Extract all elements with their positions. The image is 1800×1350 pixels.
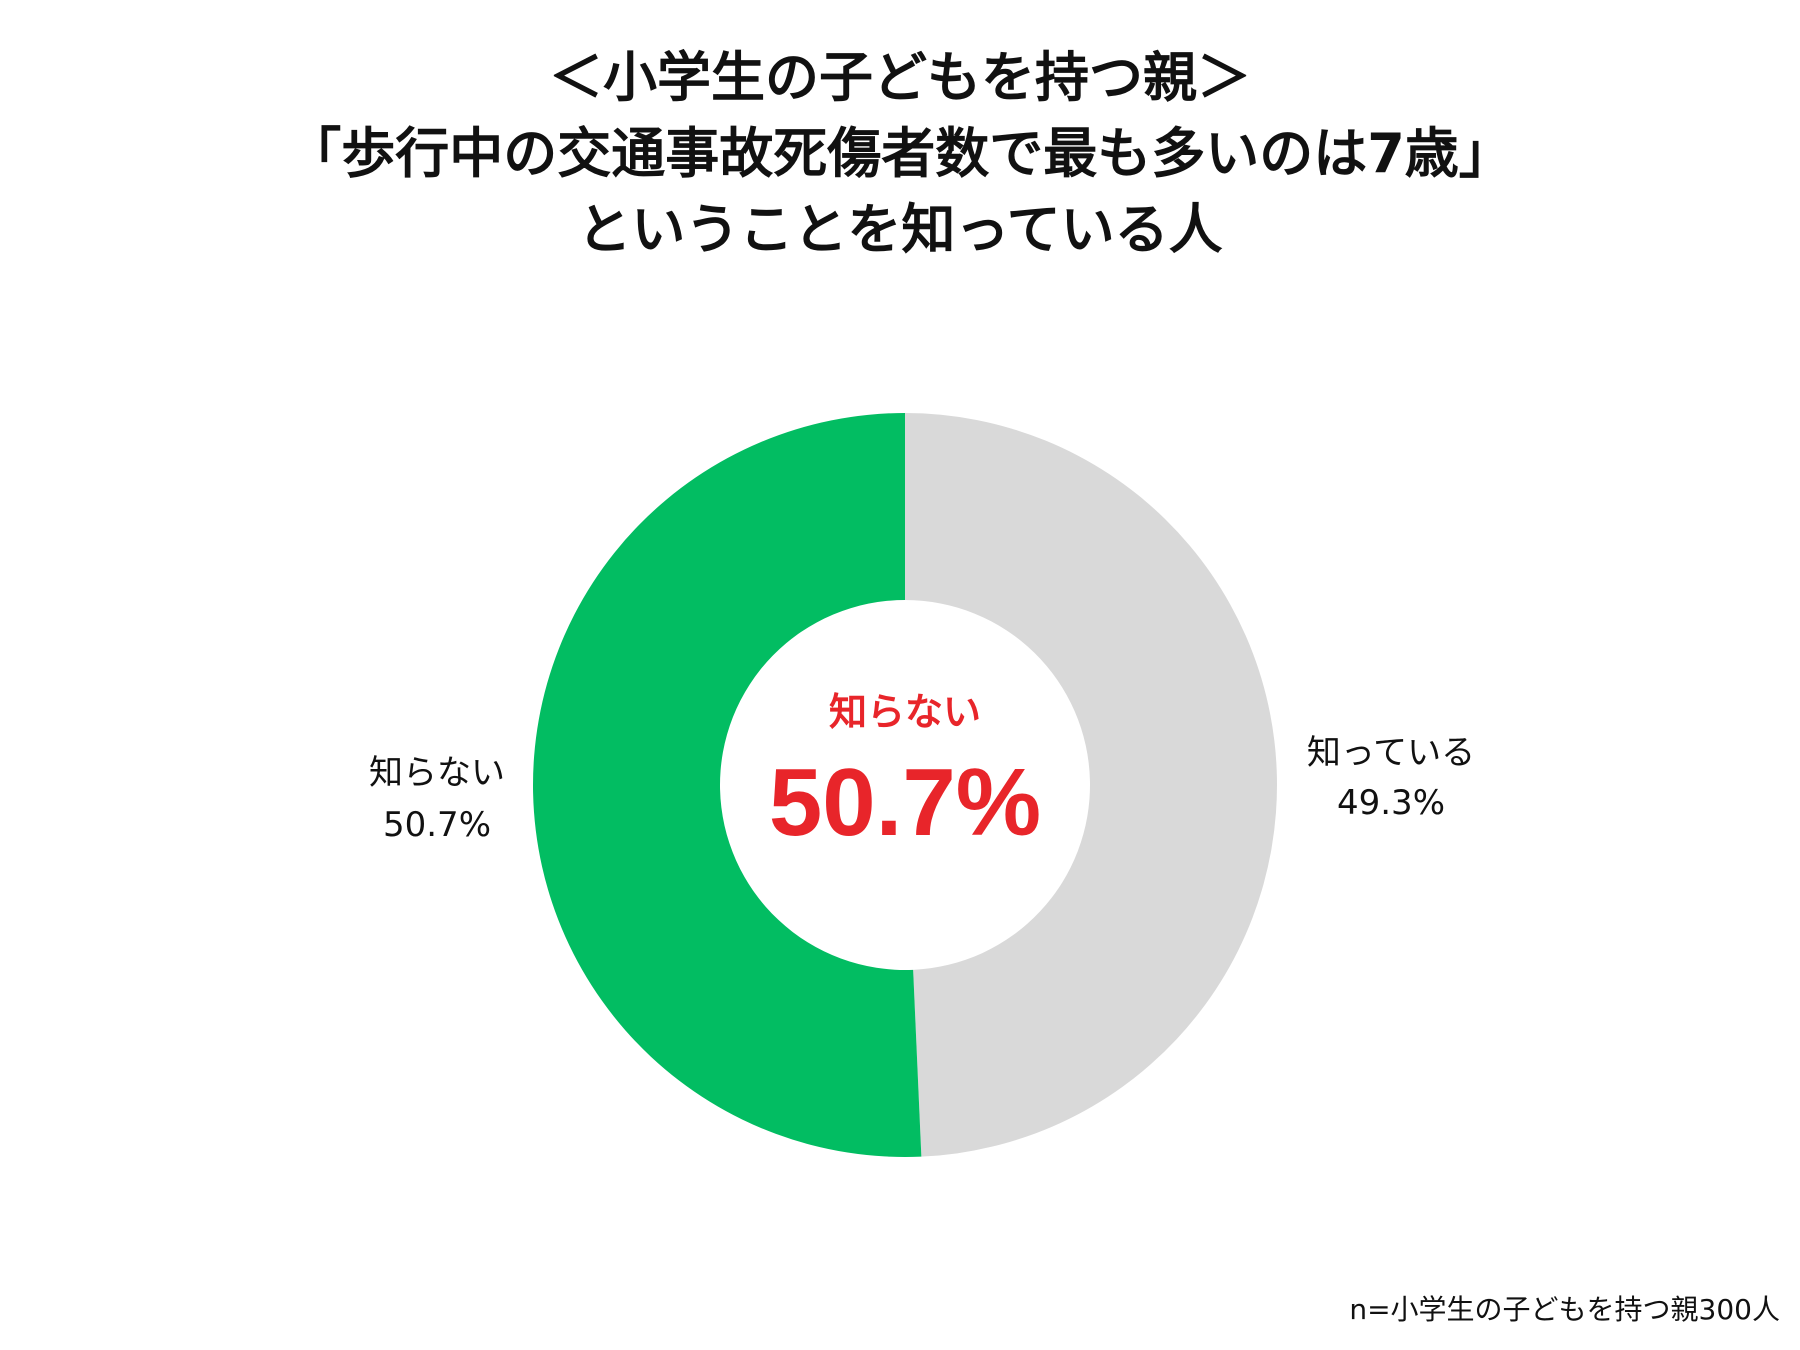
donut-slices xyxy=(532,413,1277,1157)
slice-label-1: 知らない xyxy=(369,753,505,793)
slice-value-0: 49.3% xyxy=(1337,783,1445,823)
title-line-3: ということを知っている人 xyxy=(577,198,1223,261)
slice-value-1: 50.7% xyxy=(383,805,491,845)
slice-1 xyxy=(532,413,922,1157)
title-line-1: ＜小学生の子どもを持つ親＞ xyxy=(549,46,1251,109)
slice-labels: 知っている 49.3% 知らない 50.7% xyxy=(369,733,1475,845)
chart-title: ＜小学生の子どもを持つ親＞ 「歩行中の交通事故死傷者数で最も多いのは7歳」 とい… xyxy=(0,40,1800,268)
sample-size-note: n=小学生の子どもを持つ親300人 xyxy=(1349,1293,1780,1326)
slice-0 xyxy=(905,413,1277,1157)
center-value: 50.7% xyxy=(769,749,1041,856)
center-label: 知らない xyxy=(829,690,981,734)
title-line-2: 「歩行中の交通事故死傷者数で最も多いのは7歳」 xyxy=(287,122,1513,185)
slice-label-0: 知っている xyxy=(1307,733,1475,773)
